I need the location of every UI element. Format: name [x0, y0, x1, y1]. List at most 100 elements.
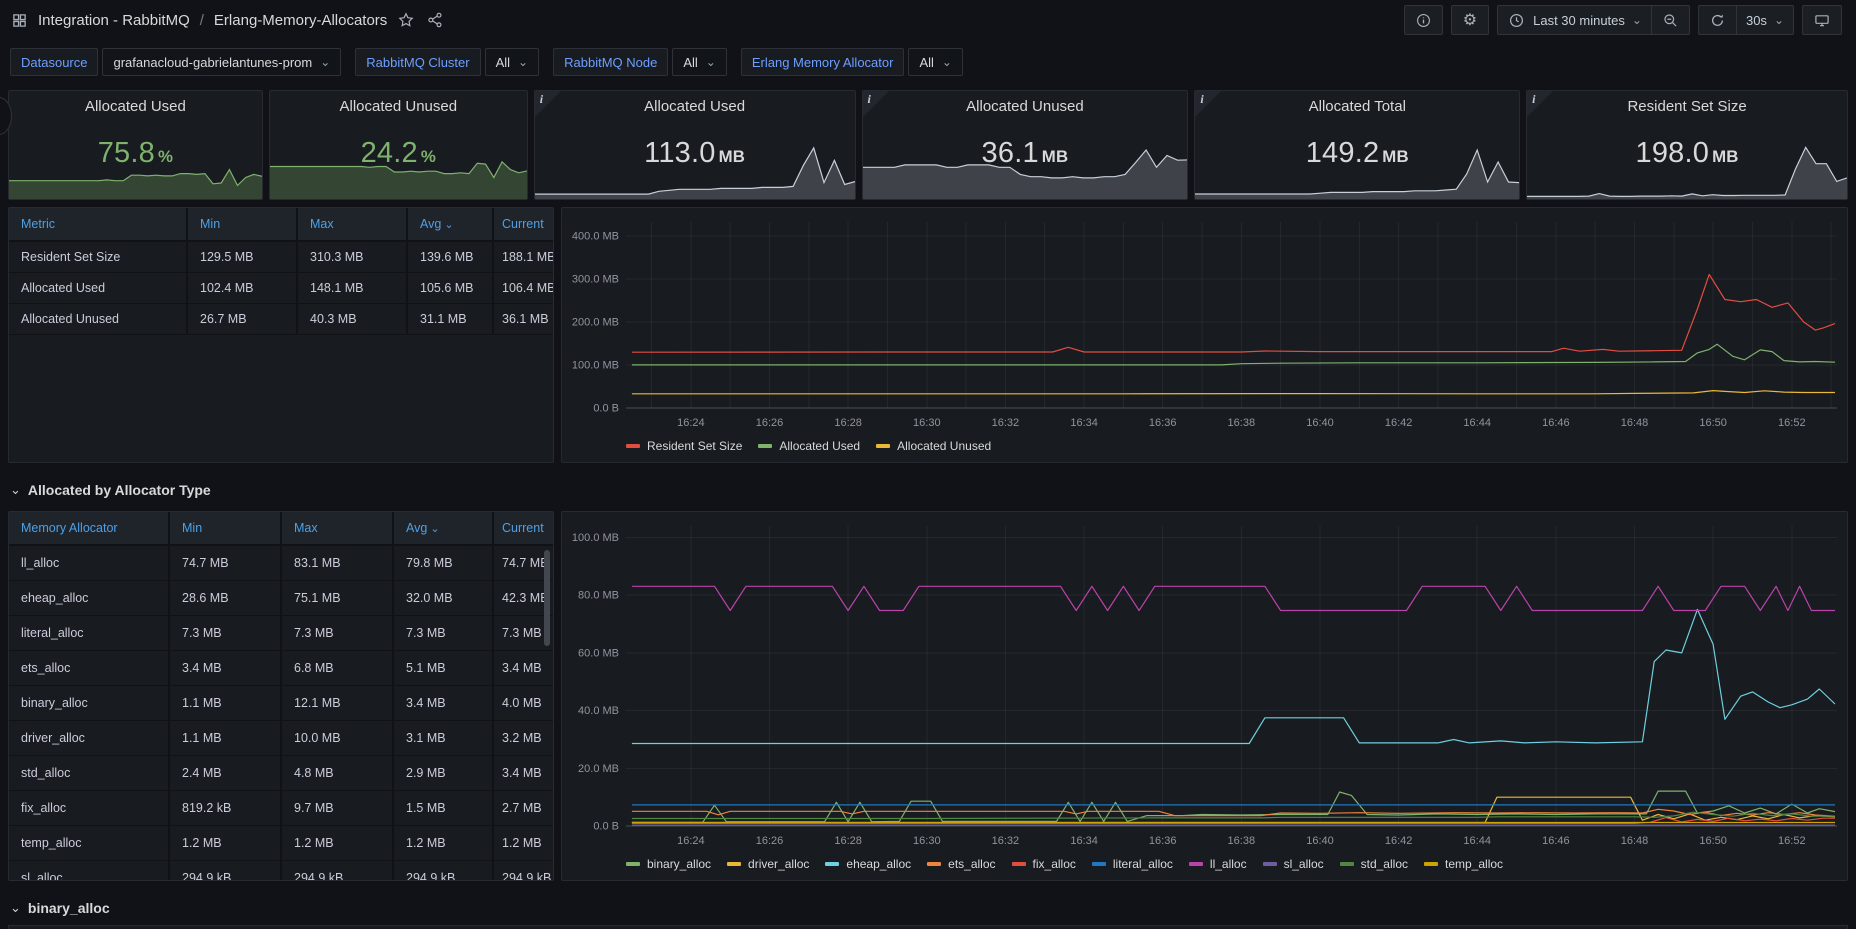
breadcrumb-folder[interactable]: Integration - RabbitMQ	[38, 11, 190, 29]
refresh-icon	[1708, 11, 1727, 30]
legend-item[interactable]: Allocated Used	[758, 439, 860, 453]
legend-item[interactable]: driver_alloc	[727, 857, 809, 871]
panel-title[interactable]: Allocated Unused	[966, 98, 1084, 115]
column-header[interactable]: Memory Allocator	[9, 512, 170, 546]
stat-value: 198.0 MB	[1635, 137, 1739, 169]
next-panel-edge	[8, 925, 1848, 929]
legend-item[interactable]: Resident Set Size	[626, 439, 742, 453]
legend-item[interactable]: ll_alloc	[1188, 857, 1247, 871]
top-nav: Integration - RabbitMQ / Erlang-Memory-A…	[0, 0, 1856, 40]
svg-text:16:40: 16:40	[1306, 835, 1334, 847]
legend-item[interactable]: literal_alloc	[1091, 857, 1173, 871]
stat-panel-allocated-unused-mb[interactable]: Allocated Unused 36.1MB	[861, 90, 1189, 200]
column-header[interactable]: Max	[297, 208, 408, 242]
allocator-chart-panel[interactable]: 0.0 B 20.0 MB 40.0 MB 60.0 MB 80.0 MB 100.0 M…	[561, 511, 1848, 881]
panel-title[interactable]: Allocated Total	[1308, 98, 1406, 115]
stat-panel-allocated-used-mb[interactable]: Allocated Used 113.0MB	[533, 90, 856, 200]
svg-text:60.0 MB: 60.0 MB	[578, 647, 619, 659]
panel-title[interactable]: Allocated Unused	[339, 98, 458, 115]
panel-info-icon[interactable]	[862, 91, 889, 117]
sparkline	[534, 143, 855, 199]
erlang-memory-chart-panel[interactable]: 0.0 B 100.0 MB 200.0 MB 300.0 MB 400.0 MB 16:…	[561, 207, 1848, 463]
share-icon[interactable]	[425, 10, 445, 30]
dashboards-grid-icon[interactable]	[10, 11, 29, 30]
variable-select-datasource[interactable]: grafanacloud-gabrielantunes-prom	[102, 48, 342, 76]
chevron-down-icon	[10, 486, 21, 494]
metrics-table: MetricMinMaxAvgCurrentResident Set Size1…	[9, 208, 553, 335]
time-picker-group: Last 30 minutes	[1497, 5, 1690, 35]
svg-text:16:34: 16:34	[1070, 417, 1098, 429]
panel-info-icon[interactable]	[534, 91, 561, 117]
variables-row: Datasource grafanacloud-gabrielantunes-p…	[0, 40, 1856, 78]
table-row: std_alloc 2.4 MB 4.8 MB 2.9 MB 3.4 MB	[9, 755, 553, 791]
timeseries-chart[interactable]: 0.0 B 100.0 MB 200.0 MB 300.0 MB 400.0 MB 16:…	[564, 210, 1845, 434]
svg-text:16:32: 16:32	[992, 417, 1020, 429]
stat-panel-resident-set-size[interactable]: Resident Set Size 198.0MB	[1526, 90, 1848, 200]
refresh-group: 30s	[1697, 5, 1794, 35]
variable-select-rabbitmq-cluster[interactable]: All	[484, 48, 540, 76]
legend-item[interactable]: binary_alloc	[626, 857, 711, 871]
legend-item[interactable]: Allocated Unused	[876, 439, 991, 453]
column-header[interactable]: Metric	[9, 208, 188, 242]
svg-text:16:36: 16:36	[1149, 417, 1177, 429]
svg-text:16:30: 16:30	[913, 835, 941, 847]
refresh-interval-picker[interactable]: 30s	[1737, 6, 1793, 34]
column-header[interactable]: Current	[493, 512, 553, 546]
column-header[interactable]: Min	[187, 208, 298, 242]
legend-item[interactable]: temp_alloc	[1424, 857, 1503, 871]
table-row: Allocated Used 102.4 MB 148.1 MB 105.6 MB 10…	[9, 272, 553, 304]
legend-item[interactable]: fix_alloc	[1011, 857, 1076, 871]
svg-text:16:52: 16:52	[1778, 835, 1806, 847]
zoom-out-button[interactable]	[1652, 6, 1689, 34]
table-scrollbar[interactable]	[544, 550, 550, 646]
sparkline	[1527, 143, 1848, 199]
svg-text:80.0 MB: 80.0 MB	[578, 590, 619, 602]
legend-item[interactable]: eheap_alloc	[825, 857, 911, 871]
cycle-view-button[interactable]	[1802, 5, 1842, 35]
column-header[interactable]: Avg	[407, 208, 494, 242]
section-binary-alloc[interactable]: binary_alloc	[10, 897, 1856, 919]
info-circle-icon	[1414, 11, 1433, 30]
svg-text:16:44: 16:44	[1463, 417, 1491, 429]
svg-text:16:26: 16:26	[756, 417, 784, 429]
panel-info-icon[interactable]	[1195, 91, 1222, 117]
legend-item[interactable]: ets_alloc	[927, 857, 996, 871]
legend-item[interactable]: std_alloc	[1339, 857, 1408, 871]
stat-panel-allocated-used-pct[interactable]: Allocated Used 75.8%	[8, 90, 263, 200]
variable-select-erlang-memory-allocator[interactable]: All	[908, 48, 963, 76]
sparkline	[862, 143, 1188, 199]
sort-desc-icon	[427, 523, 439, 535]
column-header[interactable]: Avg	[393, 512, 494, 546]
panel-title[interactable]: Allocated Used	[644, 98, 746, 115]
panel-info-icon[interactable]	[1527, 91, 1554, 117]
chart-svg: 0.0 B 100.0 MB 200.0 MB 300.0 MB 400.0 MB 16:…	[572, 222, 1837, 429]
stat-panel-allocated-unused-pct[interactable]: Allocated Unused 24.2%	[268, 90, 528, 200]
chevron-down-icon	[1774, 17, 1784, 23]
column-header[interactable]: Current	[493, 208, 553, 242]
panel-title[interactable]: Resident Set Size	[1627, 98, 1747, 115]
svg-text:0.0 B: 0.0 B	[593, 403, 619, 415]
variable-select-rabbitmq-node[interactable]: All	[672, 48, 727, 76]
star-icon[interactable]	[396, 10, 416, 30]
column-header[interactable]: Min	[169, 512, 282, 546]
chevron-down-icon	[706, 59, 716, 65]
column-header[interactable]: Max	[281, 512, 394, 546]
dashboard-insights-button[interactable]	[1403, 5, 1443, 35]
svg-text:16:38: 16:38	[1228, 835, 1256, 847]
legend-item[interactable]: sl_alloc	[1262, 857, 1324, 871]
svg-text:100.0 MB: 100.0 MB	[572, 359, 619, 371]
section-allocated-by-allocator-type[interactable]: Allocated by Allocator Type	[10, 479, 1856, 501]
table-row: driver_alloc 1.1 MB 10.0 MB 3.1 MB 3.2 MB	[9, 720, 553, 756]
svg-text:200.0 MB: 200.0 MB	[572, 316, 619, 328]
variable-label-rabbitmq-cluster: RabbitMQ Cluster	[355, 48, 481, 76]
time-range-picker[interactable]: Last 30 minutes	[1498, 6, 1651, 34]
refresh-button[interactable]	[1699, 6, 1736, 34]
timeseries-chart[interactable]: 0.0 B 20.0 MB 40.0 MB 60.0 MB 80.0 MB 100.0 M…	[564, 514, 1845, 852]
dashboard-settings-button[interactable]	[1450, 5, 1490, 35]
clock-icon	[1507, 11, 1526, 30]
svg-text:16:32: 16:32	[992, 835, 1020, 847]
breadcrumb-dashboard[interactable]: Erlang-Memory-Allocators	[213, 11, 388, 29]
panel-title[interactable]: Allocated Used	[84, 98, 186, 115]
stat-panel-allocated-total[interactable]: Allocated Total 149.2MB	[1194, 90, 1521, 200]
svg-text:16:52: 16:52	[1778, 417, 1806, 429]
